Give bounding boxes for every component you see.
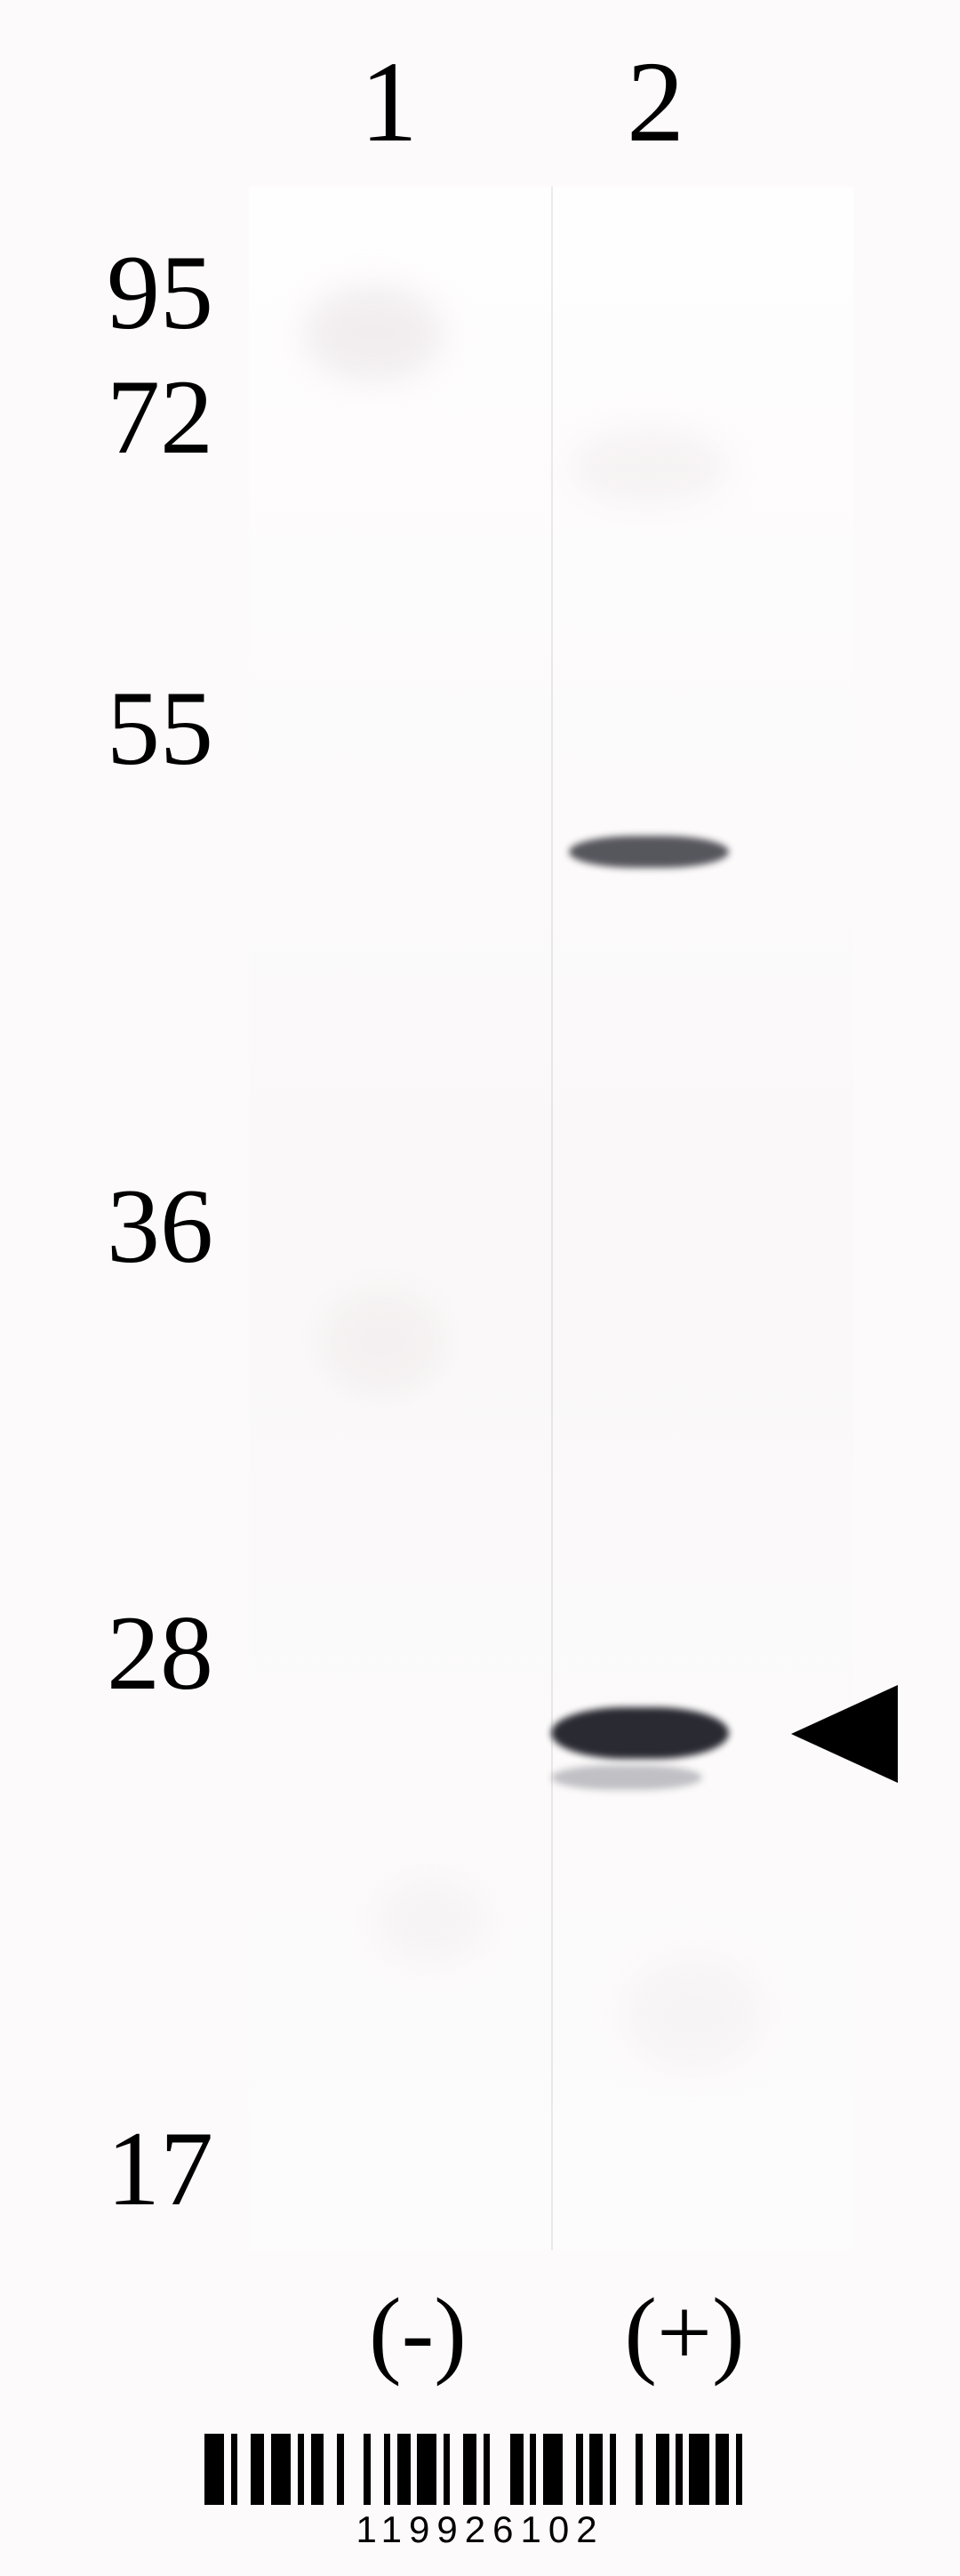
mw-marker-95: 95 (36, 231, 213, 354)
barcode: 119926102 (204, 2434, 756, 2549)
blot-smudge (302, 285, 444, 382)
mw-marker-17: 17 (36, 2107, 213, 2230)
blot-smudge (622, 1956, 764, 2072)
blot-smudge (569, 427, 729, 507)
barcode-bars (204, 2434, 756, 2505)
barcode-number: 119926102 (204, 2508, 756, 2551)
band-lane2-main (551, 1707, 729, 1759)
lane-sign-positive: (+) (596, 2276, 773, 2389)
lane-header-2: 2 (627, 36, 684, 169)
mw-marker-55: 55 (36, 667, 213, 790)
lane-sign-negative: (-) (329, 2276, 507, 2389)
blot-smudge (373, 1876, 489, 1965)
lane-separator (551, 187, 553, 2250)
blot-smudge (320, 1289, 444, 1396)
mw-marker-72: 72 (36, 356, 213, 478)
mw-marker-36: 36 (36, 1165, 213, 1288)
band-lane2-shadow (551, 1765, 702, 1790)
band-lane2-upper (569, 836, 729, 868)
figure-container: 1 2 95 72 55 36 28 17 (-) (+) 119926102 (0, 0, 960, 2576)
band-arrow-icon (791, 1685, 898, 1783)
blot-membrane (249, 187, 853, 2250)
mw-marker-28: 28 (36, 1592, 213, 1714)
lane-header-1: 1 (360, 36, 418, 169)
